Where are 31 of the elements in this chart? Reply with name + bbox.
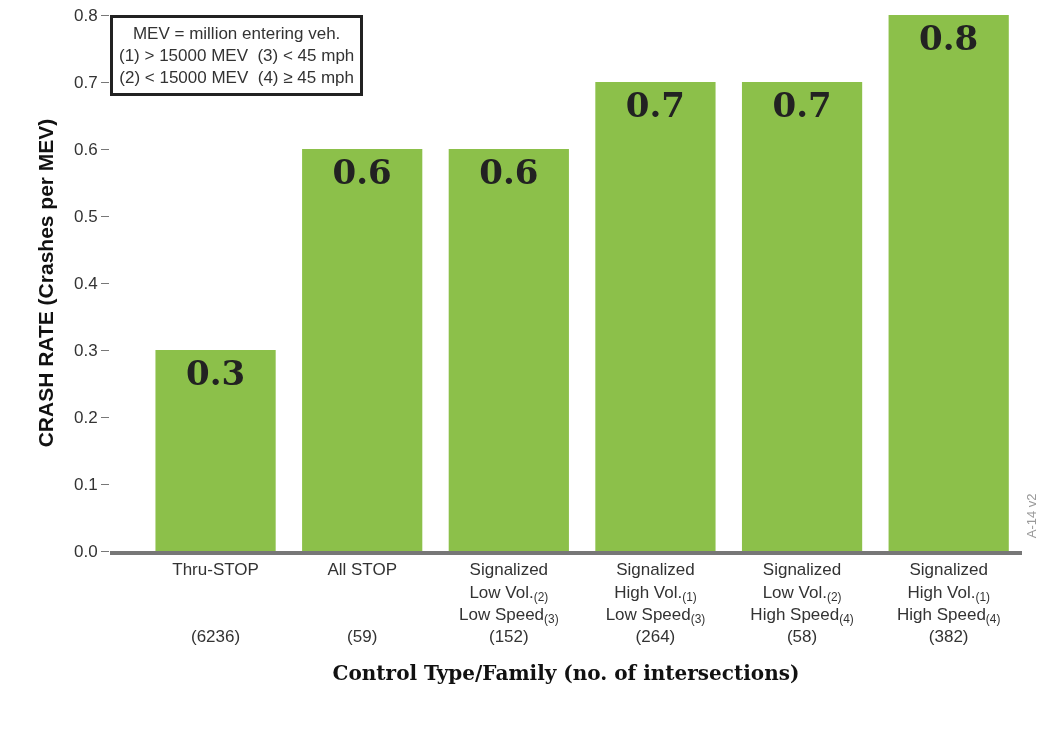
y-tick-label: 0.6	[73, 139, 98, 159]
category-label: Signalized Low Vol.$_{(2)}$ High Speed$_{(4)}$ (58)	[750, 560, 854, 646]
bar	[595, 82, 716, 551]
x-axis-title: Control Type/Family (no. of intersections)	[332, 660, 800, 685]
bar	[448, 149, 569, 551]
category-label: All STOP (59)	[327, 560, 397, 646]
bar	[155, 350, 276, 551]
data-label: 0.8	[919, 18, 979, 58]
y-tick-label: 0.1	[73, 474, 98, 494]
y-tick-label: 0.3	[73, 340, 98, 360]
text: A-14 v2	[1023, 493, 1039, 539]
y-tick-label: 0.5	[73, 206, 98, 226]
bar	[741, 82, 863, 551]
bar	[888, 15, 1009, 551]
category-label: Signalized High Vol.$_{(1)}$ Low Speed$_{(3)}$ (264)	[605, 560, 706, 646]
y-tick-label: 0.4	[73, 273, 98, 293]
y-tick-label: 0.2	[73, 407, 98, 427]
y-axis-title: CRASH RATE (Crashes per MEV)	[34, 118, 58, 448]
y-tick-label: 0.7	[73, 72, 98, 92]
annotation: MEV = million entering veh. (1) > 15000 MEV (3) < 45 mph (2) < 15000 MEV (4) ≥ 45 mph	[119, 24, 355, 88]
bar	[302, 149, 423, 551]
category-label: Signalized High Vol.$_{(1)}$ High Speed$_{(4)}$ (382)	[896, 560, 1001, 646]
data-label: 0.3	[185, 353, 246, 393]
data-label: 0.7	[625, 85, 686, 125]
y-tick-label: 0.0	[73, 541, 98, 561]
category-label: Signalized Low Vol.$_{(2)}$ Low Speed$_{(3)}$ (152)	[459, 560, 559, 646]
data-label: 0.6	[479, 152, 539, 192]
y-tick-label: 0.8	[73, 5, 98, 25]
data-label: 0.7	[772, 85, 832, 125]
data-label: 0.6	[332, 152, 392, 192]
category-label: Thru-STOP (6236)	[172, 560, 259, 646]
